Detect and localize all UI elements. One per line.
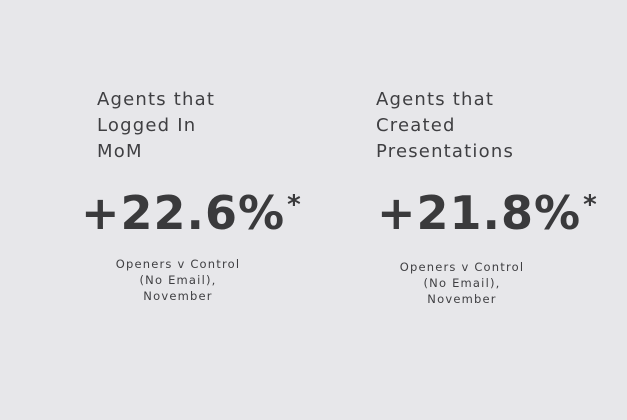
stat-label-line: Logged In [97, 115, 197, 136]
stat-label-line: Agents that [376, 89, 495, 110]
stat-note-line: (No Email), [139, 273, 217, 287]
stat-label-line: Agents that [97, 89, 216, 110]
stat-label: Agents that Logged In MoM [97, 87, 215, 165]
stat-note-line: (No Email), [423, 276, 501, 290]
footnote-asterisk: * [583, 190, 598, 220]
stat-note-line: Openers v Control [399, 260, 525, 274]
stat-label: Agents that Created Presentations [376, 87, 514, 165]
stat-value-number: +22.6% [81, 186, 286, 240]
stat-note: Openers v Control (No Email), November [98, 256, 258, 304]
stat-note: Openers v Control (No Email), November [382, 259, 542, 307]
footnote-asterisk: * [287, 190, 302, 220]
stat-label-line: Presentations [376, 141, 515, 162]
stat-value: +21.8%* [377, 188, 598, 238]
stat-value-number: +21.8% [377, 186, 582, 240]
stat-note-line: November [143, 289, 213, 303]
stat-value: +22.6%* [81, 188, 302, 238]
stat-note-line: Openers v Control [115, 257, 241, 271]
stat-label-line: MoM [97, 141, 143, 162]
stat-note-line: November [427, 292, 497, 306]
stat-label-line: Created [376, 115, 456, 136]
